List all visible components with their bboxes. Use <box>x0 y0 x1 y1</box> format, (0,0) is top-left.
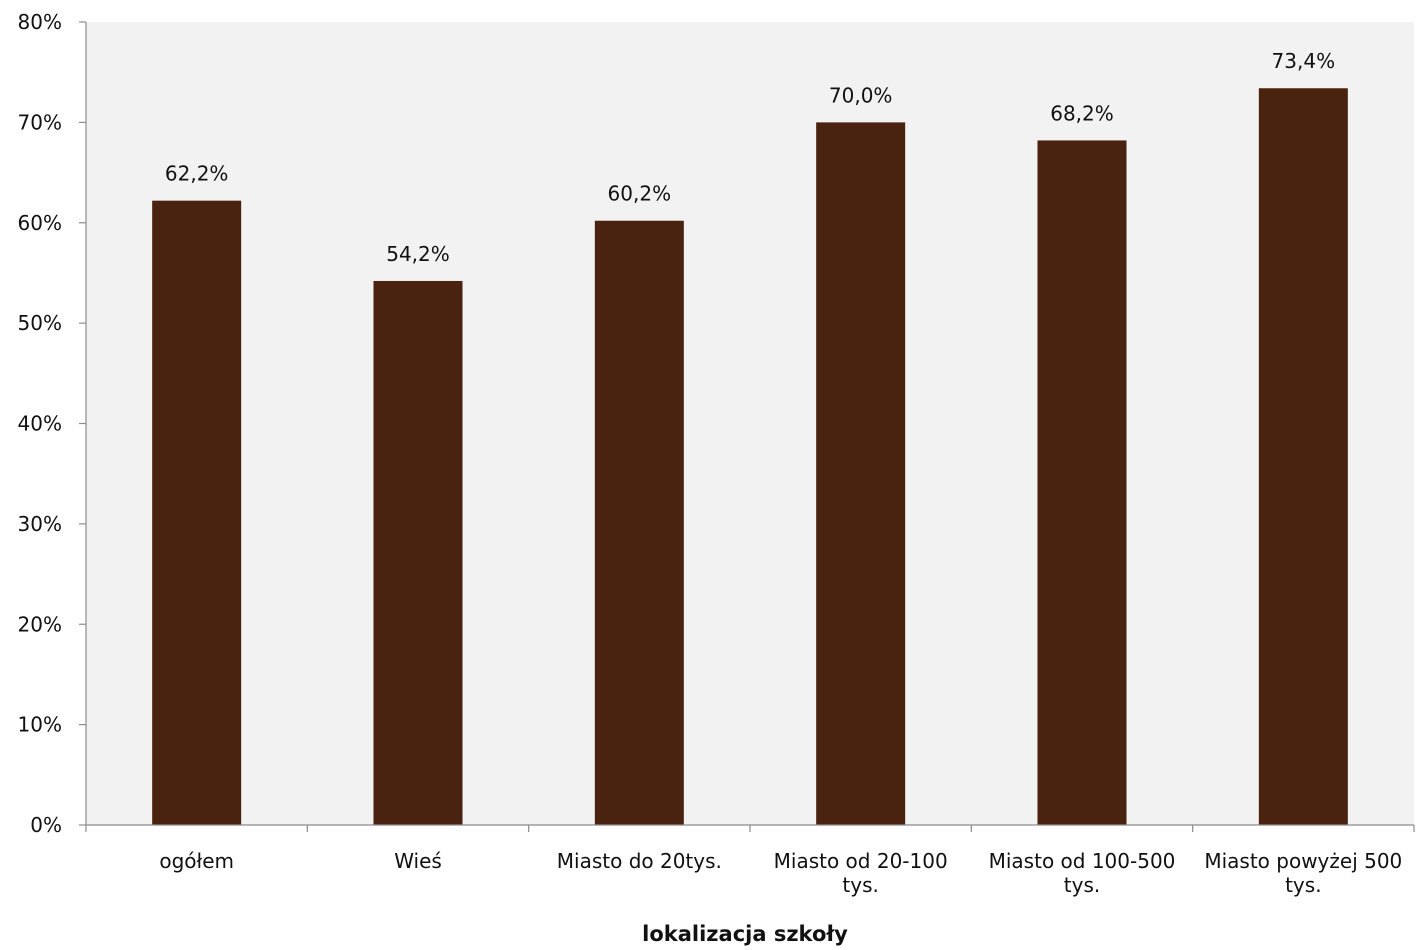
data-label: 73,4% <box>1272 49 1336 73</box>
plot-area <box>86 22 1414 825</box>
bar <box>594 220 684 825</box>
data-labels-group: 62,2% 54,2% 60,2% 70,0% 68,2% 73,4% <box>165 49 1335 266</box>
category-label: Miasto od 100-500 tys. <box>989 849 1176 897</box>
category-label: Wieś <box>394 849 442 873</box>
data-label: 68,2% <box>1050 101 1114 125</box>
y-tick-label: 20% <box>18 612 62 636</box>
data-label: 60,2% <box>608 182 672 206</box>
category-label: Miasto od 20-100 tys. <box>774 849 948 897</box>
y-tick-label: 30% <box>18 512 62 536</box>
bar <box>373 280 463 825</box>
category-label: Miasto powyżej 500 tys. <box>1204 849 1402 897</box>
category-label: Miasto do 20tys. <box>557 849 722 873</box>
x-axis-title: lokalizacja szkoły <box>642 922 848 946</box>
y-tick-label: 70% <box>18 110 62 134</box>
y-tick-label: 0% <box>30 813 62 837</box>
data-label: 54,2% <box>386 242 450 266</box>
data-label: 70,0% <box>829 83 893 107</box>
bar <box>152 200 242 826</box>
y-tick-label: 50% <box>18 311 62 335</box>
y-tick-label: 60% <box>18 211 62 235</box>
bars-group <box>152 88 1348 826</box>
bar <box>1037 140 1127 825</box>
data-label: 62,2% <box>165 162 229 186</box>
y-axis-ticks: 0% 10% 20% 30% 40% 50% 60% 70% 80% <box>18 10 86 837</box>
category-label: ogółem <box>159 849 234 873</box>
bar <box>816 122 906 825</box>
y-tick-label: 10% <box>18 713 62 737</box>
y-tick-label: 80% <box>18 10 62 34</box>
x-axis-labels: ogółem Wieś Miasto do 20tys. Miasto od 20-1… <box>159 849 1402 897</box>
bar <box>1258 88 1348 825</box>
y-tick-label: 40% <box>18 412 62 436</box>
